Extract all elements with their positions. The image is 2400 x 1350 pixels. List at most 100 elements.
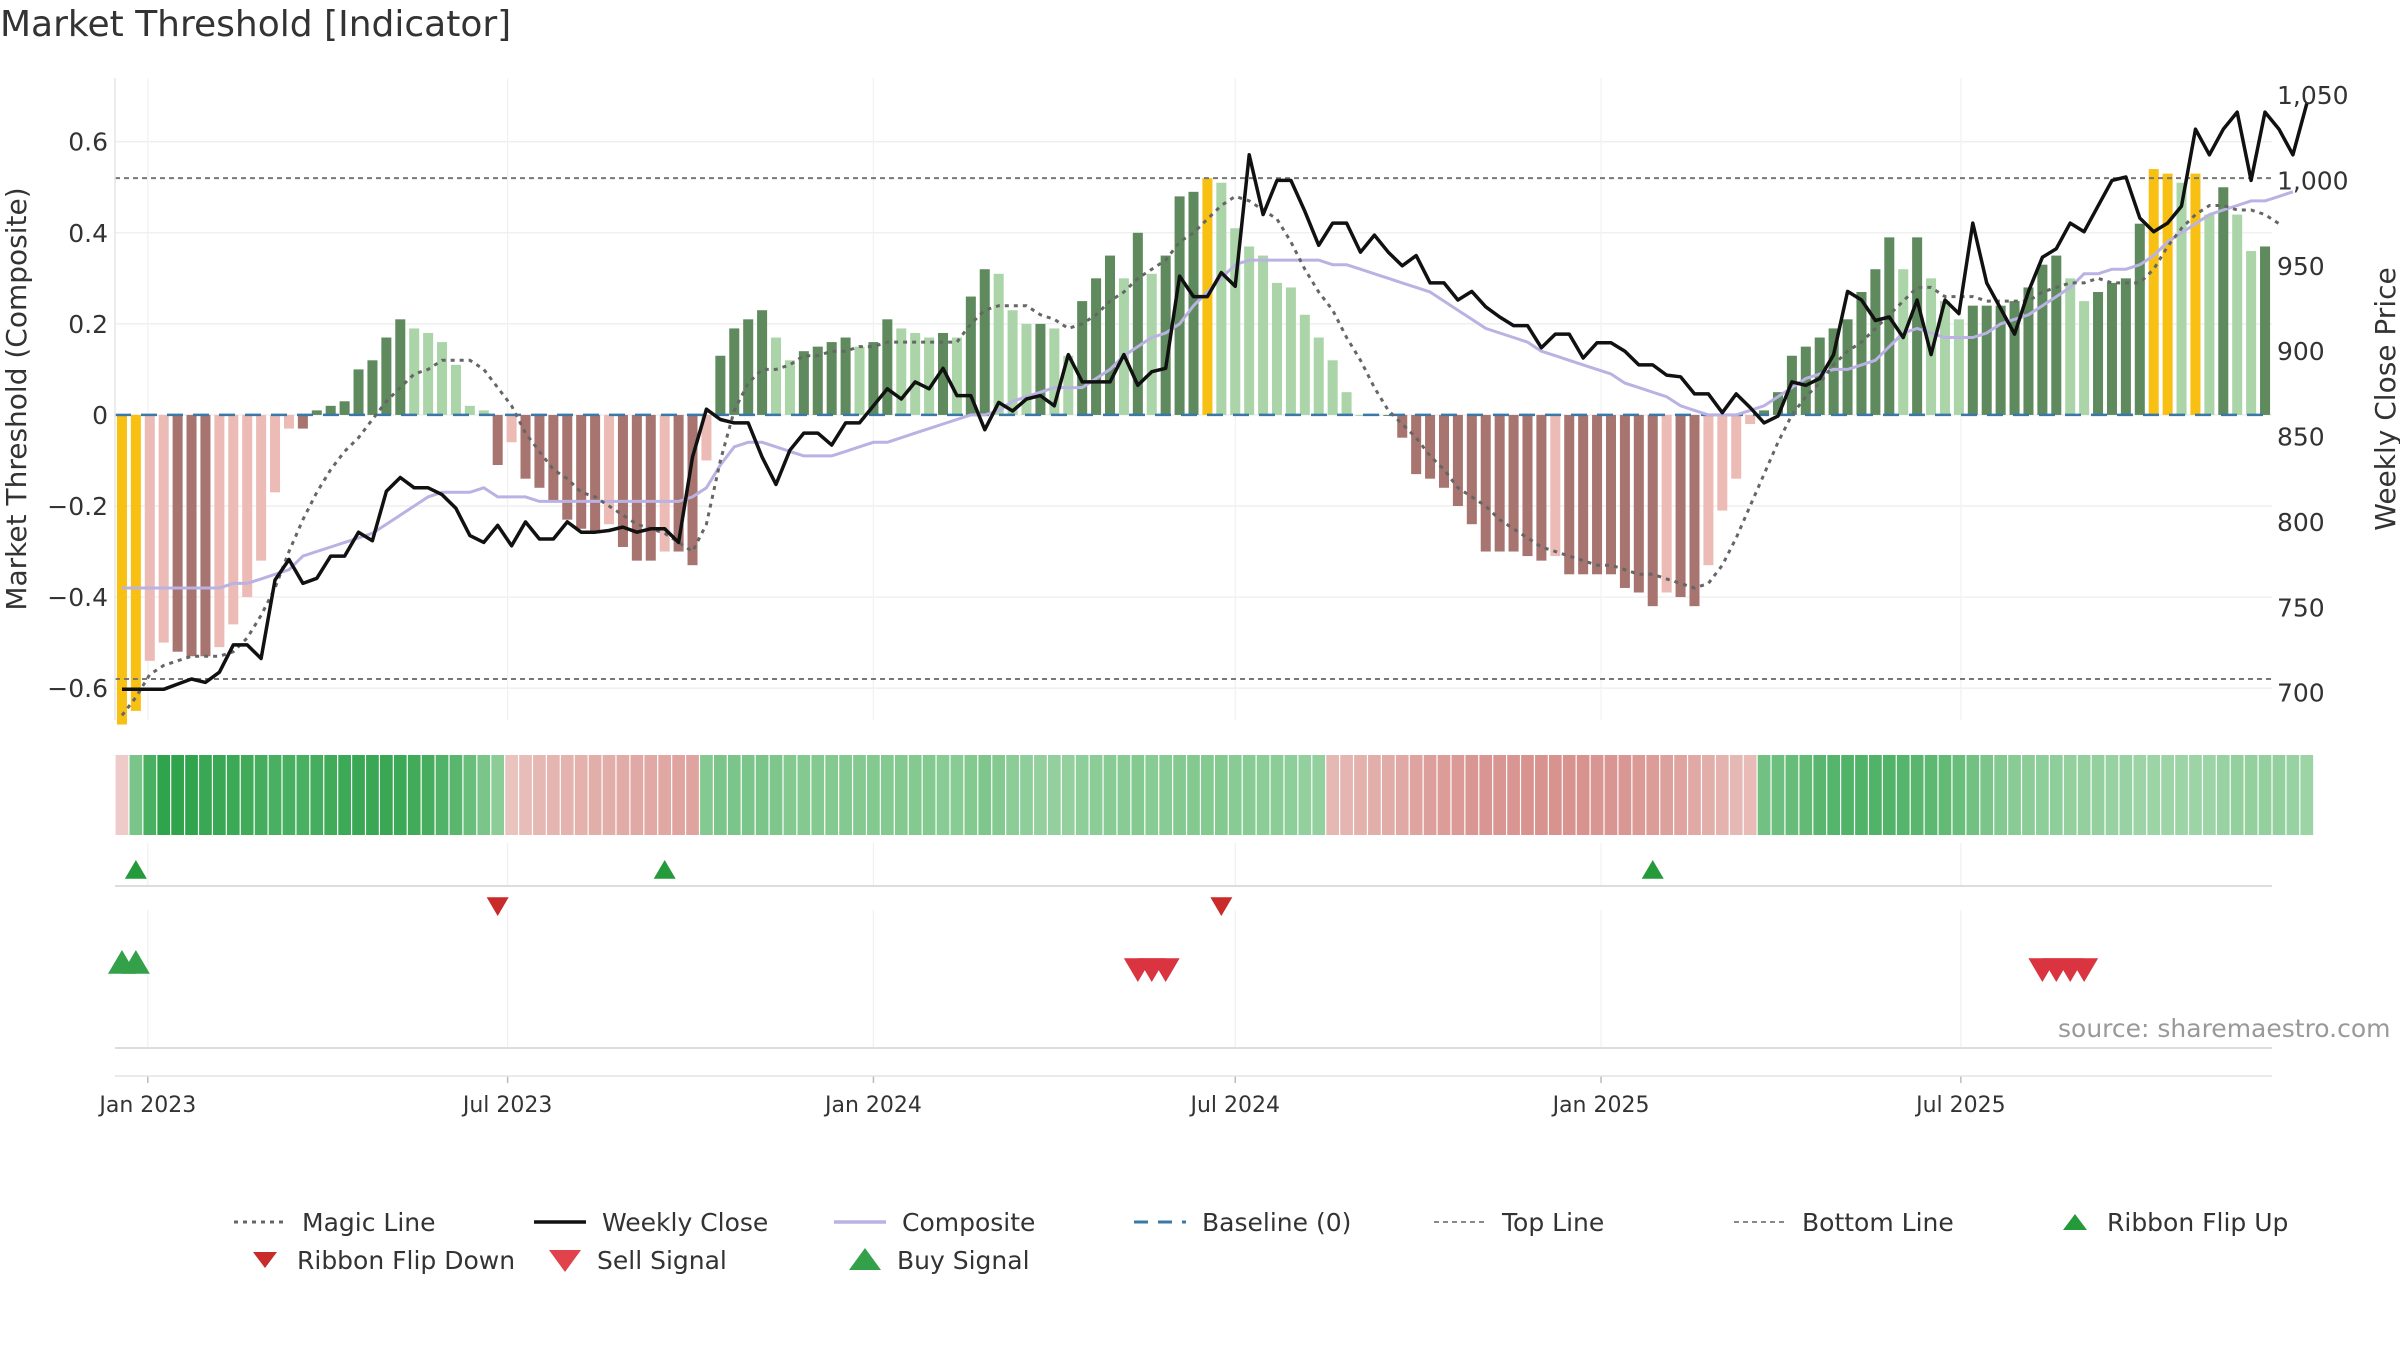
ribbon-cell: [366, 755, 379, 835]
composite-bar: [1633, 414, 1644, 593]
composite-bars: [116, 169, 2271, 725]
composite-bar: [1661, 414, 1672, 593]
composite-bar: [381, 337, 392, 415]
legend-label: Buy Signal: [897, 1245, 1030, 1275]
composite-bar: [2106, 282, 2117, 415]
ribbon-cell: [644, 755, 658, 835]
x-tick-label: Jan 2023: [97, 1093, 196, 1118]
composite-bar: [784, 360, 795, 415]
composite-bar: [882, 319, 893, 415]
composite-bar: [437, 342, 448, 415]
y-right-axis-label: Weekly Close Price: [2369, 267, 2400, 530]
ribbon-cell: [1340, 755, 1353, 835]
composite-bar: [1230, 228, 1241, 415]
ribbon-cell: [2133, 755, 2147, 835]
composite-bar: [2120, 278, 2131, 415]
composite-bar: [1842, 319, 1853, 415]
ribbon-cell: [1799, 755, 1813, 835]
ribbon-flip-up-marker: [1641, 860, 1664, 879]
ribbon-cell: [894, 755, 908, 835]
composite-bar: [2162, 173, 2173, 415]
ribbon-flip-up-marker: [653, 860, 676, 879]
weekly-close-swatch: [534, 1220, 586, 1224]
ribbon-cell: [2008, 755, 2021, 835]
legend-magic-line: Magic Line: [230, 1205, 436, 1239]
composite-bar: [506, 414, 517, 443]
legend-top-line: Top Line: [1430, 1205, 1604, 1239]
ribbon-cell: [602, 755, 616, 835]
ribbon-cell: [1980, 755, 1994, 835]
ribbon-cell: [1757, 755, 1771, 835]
composite-bar: [2023, 287, 2034, 415]
composite-bar: [2218, 187, 2229, 415]
ribbon-cell: [282, 755, 296, 835]
legend-ribbon-flip-up: Ribbon Flip Up: [2055, 1205, 2288, 1239]
composite-line: [122, 190, 2294, 590]
ribbon-cell: [1145, 755, 1159, 835]
ribbon-cell: [741, 755, 755, 835]
y-right-tick-label: 1,050: [2277, 81, 2349, 110]
composite-bar: [1411, 414, 1422, 475]
ribbon-cell: [1381, 755, 1395, 835]
composite-bar: [1870, 269, 1881, 415]
composite-bar: [1731, 414, 1742, 479]
ribbon-cell: [129, 755, 143, 835]
composite-bar: [130, 414, 141, 711]
ribbon-cell: [1089, 755, 1103, 835]
legend: Magic Line Weekly Close Composite Baseli…: [230, 1205, 2380, 1295]
composite-bar: [1452, 414, 1463, 506]
composite-bar: [1355, 414, 1366, 416]
ribbon-cell: [213, 755, 226, 835]
composite-bar: [659, 414, 670, 552]
composite-bar: [1508, 414, 1519, 552]
ribbon-cell: [1841, 755, 1854, 835]
ribbon-cell: [1284, 755, 1298, 835]
composite-bar: [826, 342, 837, 415]
legend-bottom-line: Bottom Line: [1730, 1205, 1954, 1239]
composite-bar: [1926, 278, 1937, 415]
composite-bar: [1898, 269, 1909, 415]
composite-bar: [868, 342, 879, 415]
x-tick-label: Jul 2024: [1188, 1093, 1280, 1118]
y-left-tick-label: 0.4: [68, 219, 108, 248]
composite-bar: [1383, 414, 1394, 416]
weekly-close-line: [122, 103, 2309, 692]
composite-bar: [116, 414, 127, 725]
composite-bar: [1063, 355, 1074, 415]
composite-bar: [1967, 305, 1978, 415]
composite-bar: [1647, 414, 1658, 607]
ribbon-cell: [853, 755, 866, 835]
composite-bar: [478, 410, 489, 415]
composite-bar: [256, 414, 267, 561]
y-right-tick-label: 950: [2277, 252, 2325, 281]
bottom-line-swatch: [1734, 1221, 1786, 1223]
composite-bar: [1021, 323, 1032, 415]
y-left-tick-label: 0.6: [68, 128, 108, 157]
ribbon-cell: [936, 755, 950, 835]
legend-sell-signal: Sell Signal: [545, 1243, 727, 1277]
composite-bar: [1146, 273, 1157, 415]
ribbon-cell: [296, 755, 310, 835]
composite-bar: [951, 337, 962, 415]
legend-label: Composite: [902, 1207, 1036, 1237]
composite-bar: [1216, 182, 1227, 415]
composite-bar: [297, 414, 308, 429]
composite-bar: [1605, 414, 1616, 575]
composite-bar: [1550, 414, 1561, 557]
composite-bar: [840, 337, 851, 415]
composite-bar: [1049, 328, 1060, 415]
composite-bar: [2051, 255, 2062, 415]
ribbon-cell: [1312, 755, 1326, 835]
ribbon-cell: [2258, 755, 2272, 835]
ribbon-cell: [588, 755, 602, 835]
legend-label: Bottom Line: [1802, 1207, 1954, 1237]
ribbon-cell: [783, 755, 797, 835]
composite-bar: [1397, 414, 1408, 438]
ribbon-cell: [825, 755, 839, 835]
ribbon-cell: [1813, 755, 1827, 835]
composite-bar: [1981, 305, 1992, 415]
ribbon-cell: [1674, 755, 1687, 835]
composite-bar: [1689, 414, 1700, 607]
ribbon-cell: [2036, 755, 2049, 835]
legend-label: Magic Line: [302, 1207, 436, 1237]
